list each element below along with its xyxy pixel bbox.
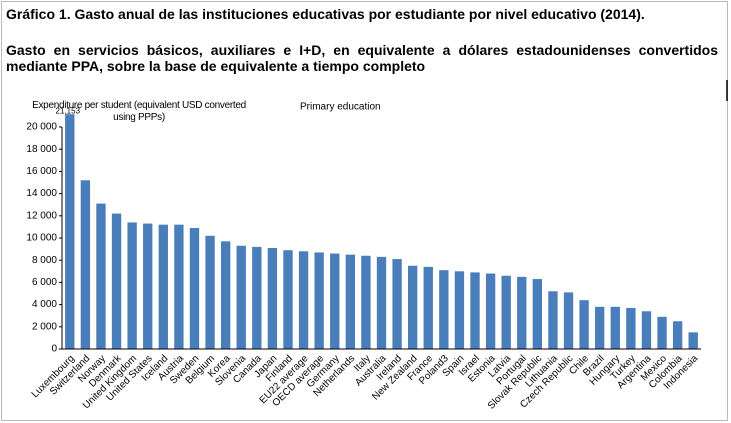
- y-tick-label: 8 000: [32, 255, 57, 266]
- bar: [345, 254, 356, 349]
- bar: [205, 235, 215, 349]
- bar: [392, 259, 402, 349]
- bar: [407, 265, 418, 349]
- bar: [80, 180, 91, 349]
- bar: [595, 306, 605, 349]
- bar: [454, 271, 465, 349]
- y-tick-label: 20 000: [26, 122, 57, 133]
- bar: [252, 246, 262, 349]
- bar: [158, 224, 168, 349]
- y-tick-label: 10 000: [26, 233, 57, 244]
- bar: [672, 321, 683, 349]
- bar: [485, 273, 496, 349]
- bar: [657, 316, 667, 349]
- bar: [439, 270, 449, 349]
- data-label: 21,153: [56, 106, 81, 115]
- bar: [236, 245, 246, 349]
- bar: [96, 203, 106, 349]
- bar: [626, 307, 636, 349]
- y-tick-label: 0: [51, 344, 57, 355]
- bar: [579, 300, 589, 349]
- bar: [688, 332, 698, 349]
- bar: [330, 253, 340, 349]
- bar: [267, 247, 278, 349]
- bar: [298, 251, 309, 349]
- annotation: Primary education: [300, 102, 381, 113]
- bar: [423, 266, 433, 349]
- y-axis-label: Expenditure per student (equivalent USD …: [32, 100, 246, 123]
- bar: [548, 291, 558, 349]
- y-tick-label: 14 000: [26, 188, 57, 199]
- chart-title: Gráfico 1. Gasto anual de las institucio…: [6, 6, 645, 22]
- bar: [517, 276, 527, 349]
- bar: [189, 228, 200, 349]
- bar: [532, 279, 543, 349]
- bar: [283, 250, 293, 349]
- bar: [470, 272, 480, 349]
- bar: [127, 222, 137, 349]
- bar: [111, 213, 122, 349]
- bar: [65, 114, 75, 350]
- bar: [314, 252, 324, 349]
- chart-subtitle: Gasto en servicios básicos, auxiliares e…: [6, 42, 718, 74]
- bar: [376, 256, 387, 349]
- y-tick-label: 18 000: [26, 144, 57, 155]
- bar: [361, 255, 371, 349]
- bar: [501, 275, 511, 349]
- bar: [220, 241, 231, 349]
- bar: [641, 311, 652, 349]
- y-tick-label: 4 000: [32, 299, 57, 310]
- y-tick-label: 16 000: [26, 166, 57, 177]
- bar: [174, 224, 184, 349]
- bar: [143, 223, 153, 349]
- y-tick-label: 6 000: [32, 277, 57, 288]
- bar: [563, 292, 574, 349]
- bar: [610, 306, 620, 349]
- y-tick-label: 2 000: [32, 321, 57, 332]
- y-tick-label: 12 000: [26, 210, 57, 221]
